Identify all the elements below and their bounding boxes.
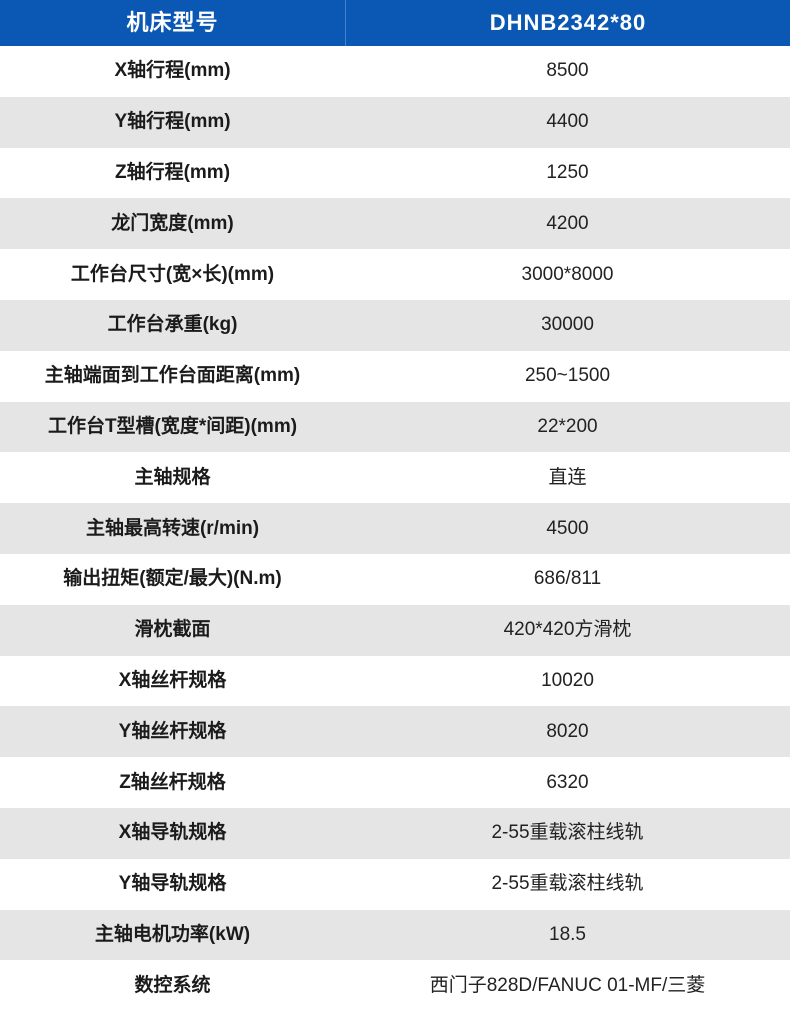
table-row: 主轴端面到工作台面距离(mm) 250~1500 [0, 350, 790, 402]
spec-value: 8500 [546, 60, 589, 82]
table-row: 主轴规格 直连 [0, 452, 790, 504]
spec-label: Z轴丝杆规格 [119, 771, 226, 793]
spec-value: 4500 [546, 517, 589, 539]
table-row: Y轴丝杆规格 8020 [0, 706, 790, 758]
spec-value: 1250 [546, 162, 589, 184]
spec-value: 4400 [546, 111, 589, 133]
spec-value: 420*420方滑枕 [503, 619, 632, 641]
spec-label: X轴丝杆规格 [118, 670, 227, 692]
table-body: X轴行程(mm) 8500 Y轴行程(mm) 4400 Z轴行程(mm) 1250 龙门宽度… [0, 46, 790, 1011]
spec-label: Y轴丝杆规格 [118, 720, 227, 742]
table-row: 龙门宽度(mm) 4200 [0, 198, 790, 250]
spec-value: 2-55重载滚柱线轨 [491, 822, 644, 844]
table-row: X轴丝杆规格 10020 [0, 655, 790, 707]
spec-value: 西门子828D/FANUC 01-MF/三菱 [429, 974, 706, 996]
spec-value: 直连 [548, 466, 587, 488]
spec-value: 6320 [546, 771, 589, 793]
spec-label: Y轴行程(mm) [114, 111, 231, 133]
spec-label: 滑枕截面 [134, 619, 211, 641]
header-model-label: 机床型号 [126, 10, 219, 36]
spec-label: 工作台承重(kg) [107, 314, 238, 336]
table-row: 滑枕截面 420*420方滑枕 [0, 604, 790, 656]
spec-value: 3000*8000 [521, 263, 614, 285]
spec-label: X轴行程(mm) [114, 60, 231, 82]
spec-value: 10020 [541, 670, 594, 692]
spec-label: 数控系统 [134, 974, 211, 996]
spec-label: X轴导轨规格 [118, 822, 227, 844]
table-row: 工作台尺寸(宽×长)(mm) 3000*8000 [0, 249, 790, 300]
table-header-row: 机床型号 DHNB2342*80 [0, 0, 790, 46]
spec-label: 工作台T型槽(宽度*间距)(mm) [47, 416, 298, 438]
table-row: Z轴行程(mm) 1250 [0, 147, 790, 199]
table-row: 工作台T型槽(宽度*间距)(mm) 22*200 [0, 401, 790, 453]
spec-label: 主轴端面到工作台面距离(mm) [44, 365, 301, 387]
spec-label: 主轴电机功率(kW) [94, 924, 251, 946]
table-row: 工作台承重(kg) 30000 [0, 299, 790, 351]
table-row: 主轴电机功率(kW) 18.5 [0, 909, 790, 961]
table-row: 数控系统 西门子828D/FANUC 01-MF/三菱 [0, 960, 790, 1011]
spec-value: 18.5 [549, 924, 586, 946]
header-model-value: DHNB2342*80 [345, 0, 790, 46]
spec-label: Z轴行程(mm) [114, 162, 231, 184]
spec-label: 龙门宽度(mm) [111, 212, 234, 234]
spec-label: 主轴规格 [134, 466, 211, 488]
spec-label: 输出扭矩(额定/最大)(N.m) [63, 568, 282, 590]
spec-value: 686/811 [533, 568, 602, 590]
spec-value: 250~1500 [524, 365, 611, 387]
spec-label: Y轴导轨规格 [118, 873, 227, 895]
spec-value: 8020 [546, 720, 589, 742]
table-row: X轴行程(mm) 8500 [0, 46, 790, 97]
spec-value: 2-55重载滚柱线轨 [491, 873, 644, 895]
spec-value: 4200 [546, 212, 589, 234]
spec-value: 30000 [541, 314, 594, 336]
table-row: Y轴导轨规格 2-55重载滚柱线轨 [0, 858, 790, 910]
spec-value: 22*200 [537, 416, 598, 438]
spec-label: 工作台尺寸(宽×长)(mm) [70, 263, 275, 285]
table-row: Z轴丝杆规格 6320 [0, 757, 790, 808]
table-row: 输出扭矩(额定/最大)(N.m) 686/811 [0, 553, 790, 605]
table-row: Y轴行程(mm) 4400 [0, 96, 790, 148]
spec-label: 主轴最高转速(r/min) [85, 517, 260, 539]
table-row: 主轴最高转速(r/min) 4500 [0, 503, 790, 554]
table-row: X轴导轨规格 2-55重载滚柱线轨 [0, 807, 790, 859]
